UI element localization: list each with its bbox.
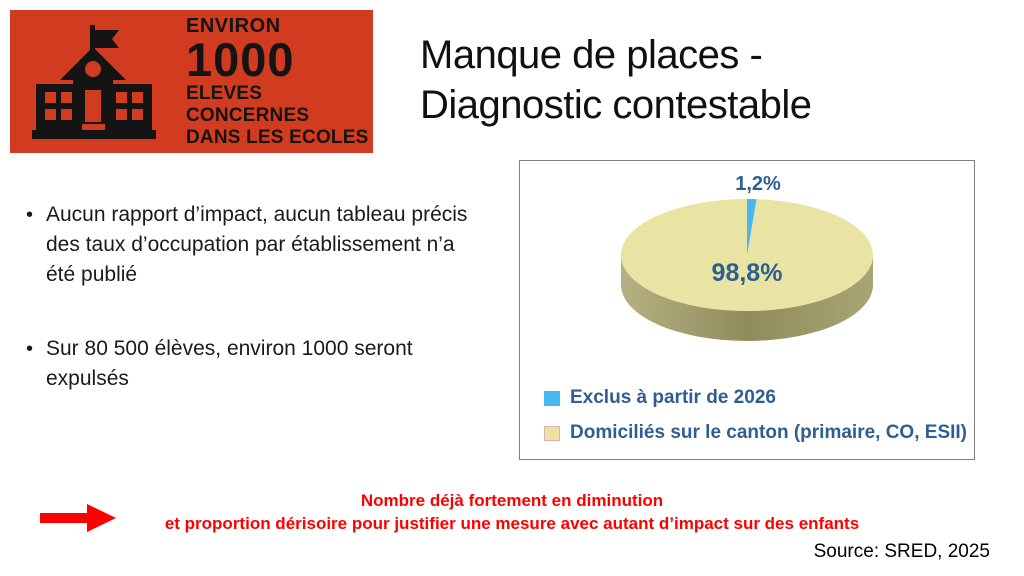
pie-chart: 1,2% 98,8% <box>621 173 873 341</box>
bullet-item-eleves: Sur 80 500 élèves, environ 1000 seront e… <box>24 334 484 394</box>
legend-swatch-blue <box>544 390 560 406</box>
callout-line2: et proportion dérisoire pour justifier u… <box>164 514 860 533</box>
legend-swatch-yellow <box>544 425 560 441</box>
chart-legend: Exclus à partir de 2026 Domiciliés sur l… <box>544 387 967 444</box>
badge-1000-number: 1000 <box>186 32 295 86</box>
red-arrow-icon <box>40 504 116 532</box>
badge-eleves-label: ELEVES CONCERNES <box>186 82 310 126</box>
bullet-item-rapport: Aucun rapport d’impact, aucun tableau pr… <box>24 200 484 290</box>
pie-side <box>621 255 873 341</box>
badge-ecoles-label: DANS LES ECOLES <box>186 126 369 148</box>
pie-slice-exclus <box>747 199 757 255</box>
legend-item-domicilies: Domiciliés sur le canton (primaire, CO, … <box>544 422 967 444</box>
pie-chart-panel: 1,2% 98,8% Exclus à partir de 2026 Domic… <box>519 160 975 460</box>
source-caption: Source: SRED, 2025 <box>813 541 990 562</box>
slide-title: Manque de places - Diagnostic contestable <box>420 30 1000 130</box>
bullet-list: Aucun rapport d’impact, aucun tableau pr… <box>24 200 484 394</box>
school-building-icon <box>32 24 156 139</box>
slide-title-line2: Diagnostic contestable <box>420 83 812 127</box>
badge-text: ENVIRON 1000 ELEVES CONCERNES DANS LES E… <box>186 15 373 149</box>
legend-label-domicilies: Domiciliés sur le canton (primaire, CO, … <box>570 422 967 443</box>
pie-label-domicilies: 98,8% <box>712 259 783 287</box>
pie-label-exclus: 1,2% <box>735 173 781 195</box>
callout-text: Nombre déjà fortement en diminution et p… <box>0 489 1024 535</box>
legend-item-exclus: Exclus à partir de 2026 <box>544 387 967 409</box>
badge-environ-label: ENVIRON <box>186 14 281 37</box>
environ-1000-badge: ENVIRON 1000 ELEVES CONCERNES DANS LES E… <box>10 10 373 153</box>
legend-label-exclus: Exclus à partir de 2026 <box>570 387 776 408</box>
callout-line1: Nombre déjà fortement en diminution <box>360 491 664 510</box>
slide-title-line1: Manque de places - <box>420 33 763 77</box>
